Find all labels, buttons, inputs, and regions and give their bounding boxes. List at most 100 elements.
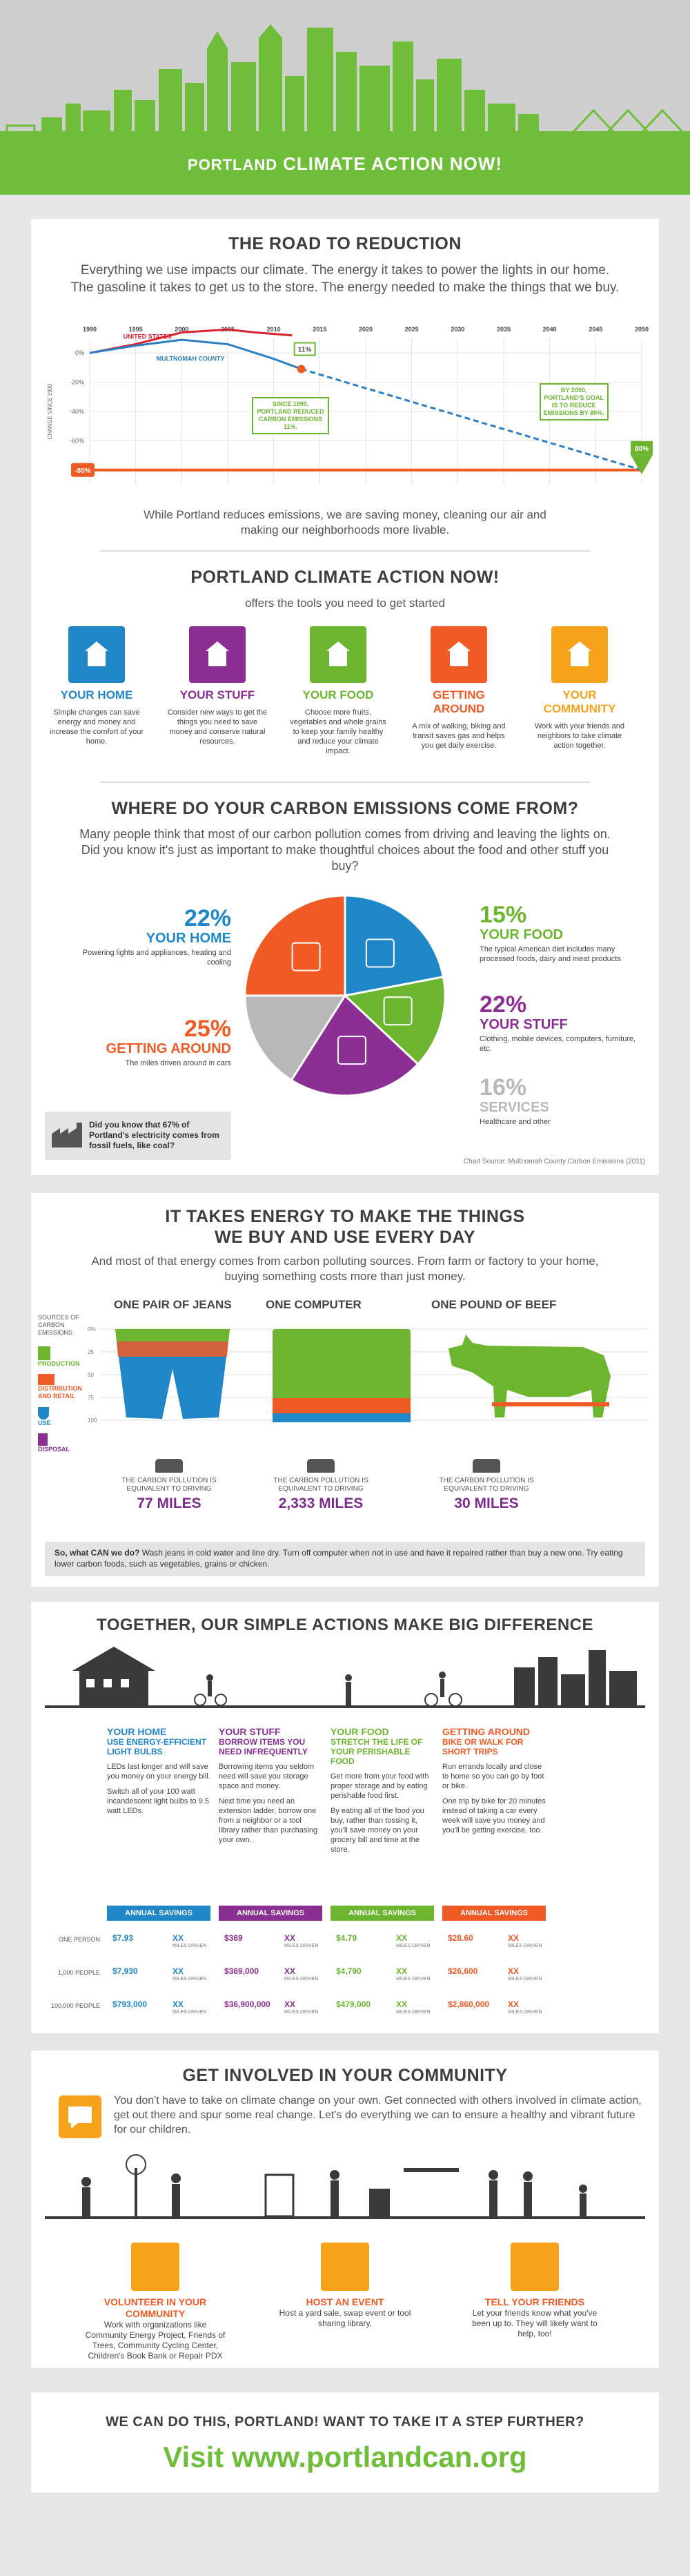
row-label: 1,000 PEOPLE (48, 1969, 100, 1976)
miles-value: XX (508, 1933, 519, 1943)
divider (100, 782, 590, 783)
x-tick-label: 2035 (497, 326, 511, 333)
neighborhood-illustration (45, 1643, 645, 1712)
tools-subtitle: offers the tools you need to get started (31, 594, 659, 612)
action-sub: STRETCH THE LIFE OF YOUR PERISHABLE FOOD (331, 1737, 434, 1766)
community-item-0: VOLUNTEER IN YOUR COMMUNITY Work with org… (83, 2243, 228, 2361)
fact-text: Did you know that 67% of Portland's elec… (89, 1120, 227, 1151)
savings-value: $26,600 (448, 1966, 477, 1976)
truck-icon (38, 1374, 55, 1385)
action-desc-2: One trip by bike for 20 minutes instead … (442, 1797, 546, 1835)
car-icon (473, 1459, 500, 1473)
pie-name: YOUR STUFF (480, 1017, 638, 1032)
divider (100, 550, 590, 552)
savings-header: ANNUAL SAVINGS (331, 1906, 434, 1921)
fact-box: Did you know that 67% of Portland's elec… (45, 1112, 231, 1160)
trash-icon (38, 1433, 48, 1446)
tool-desc: Simple changes can save energy and money… (45, 708, 148, 746)
community-intro: You don't have to take on climate change… (114, 2093, 645, 2137)
card-energy: IT TAKES ENERGY TO MAKE THE THINGS WE BU… (31, 1193, 659, 1587)
energy-tip-text: Wash jeans in cold water and line dry. T… (55, 1548, 623, 1569)
y-tick-label: -40% (70, 408, 84, 415)
legend-use: USE (38, 1420, 90, 1426)
savings-value: $793,000 (112, 1999, 147, 2009)
energy-intro: And most of that energy comes from carbo… (83, 1254, 607, 1284)
tool-title: GETTING AROUND (407, 688, 511, 716)
miles-label: MILES DRIVEN (508, 2010, 542, 2015)
energy-chart: 0% 25 50 75 100 (86, 1321, 652, 1452)
tool-title: YOUR FOOD (286, 688, 390, 702)
energy-miles: 2,333 MILES (252, 1495, 390, 1512)
community-head: VOLUNTEER IN YOUR COMMUNITY (83, 2296, 228, 2320)
x-tick-label: 2045 (589, 326, 602, 333)
tool-item-0[interactable]: YOUR HOME Simple changes can save energy … (45, 626, 148, 746)
miles-label: MILES DRIVEN (508, 1977, 542, 1982)
tool-item-4[interactable]: YOUR COMMUNITY Work with your friends and… (528, 626, 631, 750)
pie-percent: 22% (59, 906, 231, 931)
target-badge-label: -80% (75, 467, 90, 475)
savings-header: ANNUAL SAVINGS (107, 1906, 210, 1921)
action-sub: BIKE OR WALK FOR SHORT TRIPS (442, 1737, 546, 1756)
miles-value: XX (284, 1999, 295, 2009)
savings-value: $479,000 (336, 1999, 371, 2009)
footer-link[interactable]: Visit www.portlandcan.org (31, 2441, 659, 2474)
tool-item-1[interactable]: YOUR STUFF Consider new ways to get the t… (166, 626, 269, 746)
infographic-page: PORTLAND CLIMATE ACTION NOW! THE ROAD TO … (0, 0, 690, 2576)
community-title: GET INVOLVED IN YOUR COMMUNITY (31, 2066, 659, 2086)
energy-title-2: WE BUY AND USE EVERY DAY (31, 1228, 659, 1248)
legend-production: PRODUCTION (38, 1360, 90, 1367)
savings-value: $28.60 (448, 1933, 473, 1943)
plug-icon (38, 1407, 49, 1420)
annotation-goal: BY 2050, PORTLAND'S GOAL IS TO REDUCE EM… (540, 383, 609, 425)
annotation-since1990: SINCE 1990, PORTLAND REDUCED CARBON EMIS… (252, 397, 329, 438)
pie-label-0: 22% YOUR HOME Powering lights and applianc… (59, 906, 231, 967)
x-tick-label: 2040 (543, 326, 557, 333)
miles-label: MILES DRIVEN (284, 1977, 318, 1982)
action-col-0: YOUR HOME USE ENERGY-EFFICIENT LIGHT BULB… (107, 1726, 210, 1821)
header-title: PORTLAND CLIMATE ACTION NOW! (0, 153, 690, 175)
energy-item-title: ONE PAIR OF JEANS (114, 1298, 232, 1312)
energy-item-title: ONE POUND OF BEEF (431, 1298, 556, 1312)
miles-label: MILES DRIVEN (396, 1944, 430, 1948)
legend-disposal: DISPOSAL (38, 1446, 90, 1453)
action-desc-2: Switch all of your 100 watt incandescent… (107, 1787, 210, 1816)
tools-title: PORTLAND CLIMATE ACTION NOW! (31, 568, 659, 588)
hand-icon (131, 2243, 179, 2291)
energy-title-1: IT TAKES ENERGY TO MAKE THE THINGS (31, 1207, 659, 1227)
pie-percent: 22% (480, 992, 638, 1017)
y-tick-label: 0% (88, 1326, 96, 1333)
energy-tip-box: So, what CAN we do? Wash jeans in cold w… (45, 1542, 645, 1576)
factory-icon (50, 1121, 85, 1149)
actions-title: TOGETHER, OUR SIMPLE ACTIONS MAKE BIG DI… (31, 1616, 659, 1635)
emissions-title: WHERE DO YOUR CARBON EMISSIONS COME FROM… (31, 799, 659, 819)
miles-value: XX (396, 1966, 407, 1976)
savings-value: $369 (224, 1933, 243, 1943)
emissions-pie-chart (241, 892, 448, 1099)
tool-desc: Choose more fruits, vegetables and whole… (286, 708, 390, 756)
emission-legend: SOURCES OF CARBON EMISSIONS PRODUCTION D… (38, 1314, 90, 1453)
road-intro: Everything we use impacts our climate. T… (69, 262, 621, 296)
pie-name: GETTING AROUND (59, 1041, 231, 1056)
header-main-title: CLIMATE ACTION NOW! (283, 153, 502, 174)
savings-value: $2,860,000 (448, 1999, 489, 2009)
tool-item-3[interactable]: GETTING AROUND A mix of walking, biking a… (407, 626, 511, 750)
action-col-1: YOUR STUFF BORROW ITEMS YOU NEED INFREQUE… (219, 1726, 322, 1850)
pie-name: YOUR FOOD (480, 927, 638, 942)
action-desc-1: LEDs last longer and will save you money… (107, 1762, 210, 1781)
savings-value: $7,930 (112, 1966, 138, 1976)
pie-label-1: 15% YOUR FOOD The typical American diet in… (480, 902, 638, 964)
action-desc-2: By eating all of the food you buy, rathe… (331, 1806, 434, 1854)
energy-item-0: THE CARBON POLLUTION IS EQUIVALENT TO DR… (100, 1459, 238, 1512)
action-sub: USE ENERGY-EFFICIENT LIGHT BULBS (107, 1737, 210, 1756)
savings-value: $36,900,000 (224, 1999, 270, 2009)
car-icon (155, 1459, 183, 1473)
x-tick-label: 2025 (405, 326, 419, 333)
food-icon (310, 626, 366, 683)
miles-value: XX (172, 1933, 184, 1943)
tool-item-2[interactable]: YOUR FOOD Choose more fruits, vegetables … (286, 626, 390, 756)
action-head: GETTING AROUND (442, 1726, 546, 1737)
energy-miles: 30 MILES (417, 1495, 555, 1512)
tool-desc: A mix of walking, biking and transit sav… (407, 722, 511, 750)
tool-title: YOUR STUFF (166, 688, 269, 702)
savings-value: $4,790 (336, 1966, 362, 1976)
